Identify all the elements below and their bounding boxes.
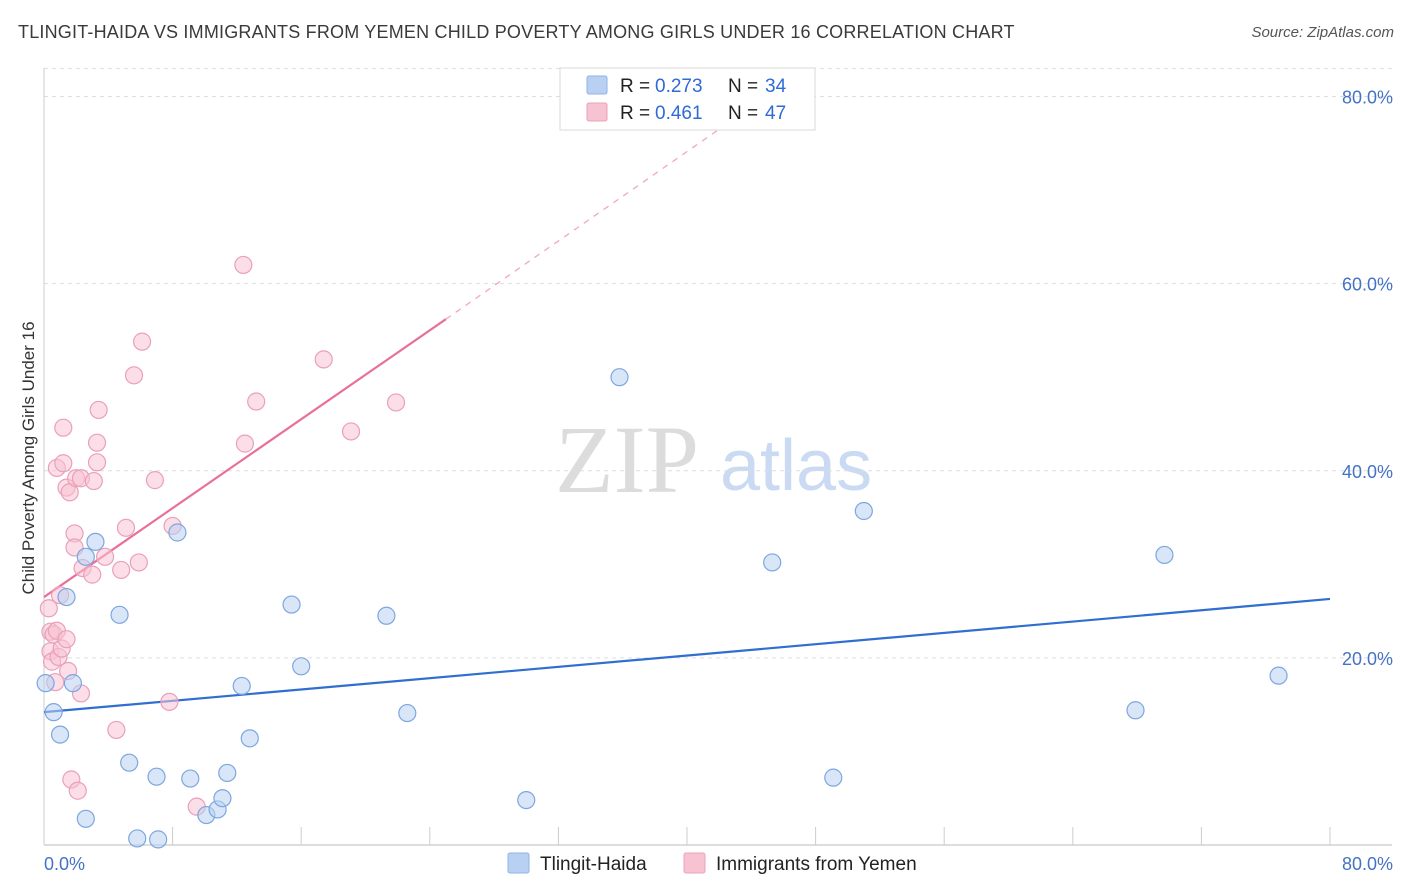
point-yemen	[386, 393, 406, 412]
point-tlingit	[232, 676, 251, 696]
point-yemen	[84, 471, 103, 491]
point-tlingit	[292, 657, 311, 676]
bottom-legend-tlingit: Tlingit-Haida	[540, 854, 647, 875]
point-yemen	[314, 350, 333, 369]
point-yemen	[95, 547, 115, 566]
bottom-legend-yemen: Immigrants from Yemen	[716, 854, 917, 875]
bottom-legend-swatch-tlingit	[507, 852, 530, 874]
point-tlingit	[517, 790, 536, 810]
point-tlingit	[76, 809, 95, 828]
watermark: ZIP atlas	[555, 406, 872, 513]
watermark-atlas: atlas	[720, 426, 872, 506]
point-yemen	[89, 400, 108, 420]
trend-line-tlingit	[43, 597, 1331, 714]
legend-n-label-1: N =	[728, 76, 758, 97]
point-tlingit	[398, 703, 417, 723]
point-tlingit	[110, 605, 129, 624]
point-tlingit	[377, 606, 396, 625]
point-tlingit	[610, 368, 629, 387]
point-yemen	[234, 255, 253, 275]
point-yemen	[57, 630, 76, 649]
point-yemen	[247, 392, 266, 411]
point-tlingit	[86, 532, 105, 551]
point-yemen	[87, 453, 107, 472]
point-tlingit	[120, 753, 139, 772]
point-tlingit	[240, 729, 259, 748]
y-tick-label: 60.0%	[1342, 275, 1393, 295]
point-tlingit	[168, 523, 187, 542]
point-yemen	[87, 433, 107, 452]
y-tick-label: 40.0%	[1342, 462, 1393, 482]
point-yemen	[116, 518, 136, 537]
source-label: Source: ZipAtlas.com	[1251, 24, 1394, 41]
point-yemen	[54, 454, 73, 473]
y-axis-title: Child Poverty Among Girls Under 16	[19, 321, 38, 594]
point-tlingit	[50, 725, 70, 744]
point-tlingit	[128, 829, 147, 848]
series-legend: Tlingit-Haida Immigrants from Yemen	[507, 852, 917, 875]
point-yemen	[39, 599, 58, 618]
y-tick-labels: 20.0% 40.0% 60.0% 80.0%	[1342, 88, 1393, 669]
series-tlingit-points	[36, 368, 1288, 849]
point-tlingit	[76, 547, 95, 566]
axes	[43, 68, 1392, 846]
stats-legend: R = 0.273 N = 34 R = 0.461 N = 47	[559, 67, 816, 131]
point-tlingit	[149, 830, 168, 849]
y-tick-label: 80.0%	[1342, 88, 1393, 108]
point-tlingit	[147, 767, 166, 786]
grid-lines	[44, 67, 1392, 659]
point-tlingit	[213, 789, 232, 808]
x-tick-label-max: 80.0%	[1342, 854, 1393, 874]
point-tlingit	[824, 768, 843, 787]
point-tlingit	[282, 595, 301, 614]
point-tlingit	[44, 703, 63, 722]
x-tick-label-min: 0.0%	[44, 854, 85, 874]
legend-r-label-1: R =	[620, 76, 650, 97]
point-tlingit	[1155, 545, 1174, 565]
legend-r-value-1: 0.273	[655, 76, 703, 97]
point-tlingit	[854, 501, 873, 521]
point-tlingit	[57, 587, 76, 607]
point-yemen	[341, 422, 361, 441]
legend-swatch-yemen	[586, 102, 608, 122]
point-yemen	[145, 471, 165, 490]
legend-n-value-2: 47	[765, 103, 786, 124]
point-yemen	[68, 781, 87, 800]
point-yemen	[124, 366, 144, 385]
legend-r-value-2: 0.461	[655, 103, 703, 124]
point-yemen	[235, 434, 255, 453]
point-yemen	[160, 692, 179, 711]
point-tlingit	[1126, 701, 1145, 720]
legend-swatch-tlingit	[586, 75, 608, 95]
legend-r-label-2: R =	[620, 103, 650, 124]
point-tlingit	[63, 674, 83, 693]
trend-line-yemen-extension	[445, 128, 720, 320]
point-tlingit	[763, 553, 782, 572]
point-tlingit	[218, 763, 237, 783]
chart-title: TLINGIT-HAIDA VS IMMIGRANTS FROM YEMEN C…	[18, 22, 1015, 42]
legend-n-value-1: 34	[765, 76, 787, 97]
x-tick-labels: 0.0% 80.0%	[44, 854, 1393, 874]
point-yemen	[107, 720, 126, 740]
point-yemen	[129, 553, 148, 572]
bottom-legend-swatch-yemen	[683, 852, 706, 874]
point-tlingit	[1269, 666, 1288, 685]
point-yemen	[83, 565, 102, 584]
point-yemen	[54, 418, 73, 437]
point-tlingit	[181, 769, 200, 788]
point-yemen	[132, 332, 152, 351]
watermark-zip: ZIP	[555, 406, 699, 513]
legend-n-label-2: N =	[728, 103, 758, 124]
point-tlingit	[36, 674, 55, 693]
point-yemen	[112, 560, 131, 580]
y-tick-label: 20.0%	[1342, 649, 1393, 669]
